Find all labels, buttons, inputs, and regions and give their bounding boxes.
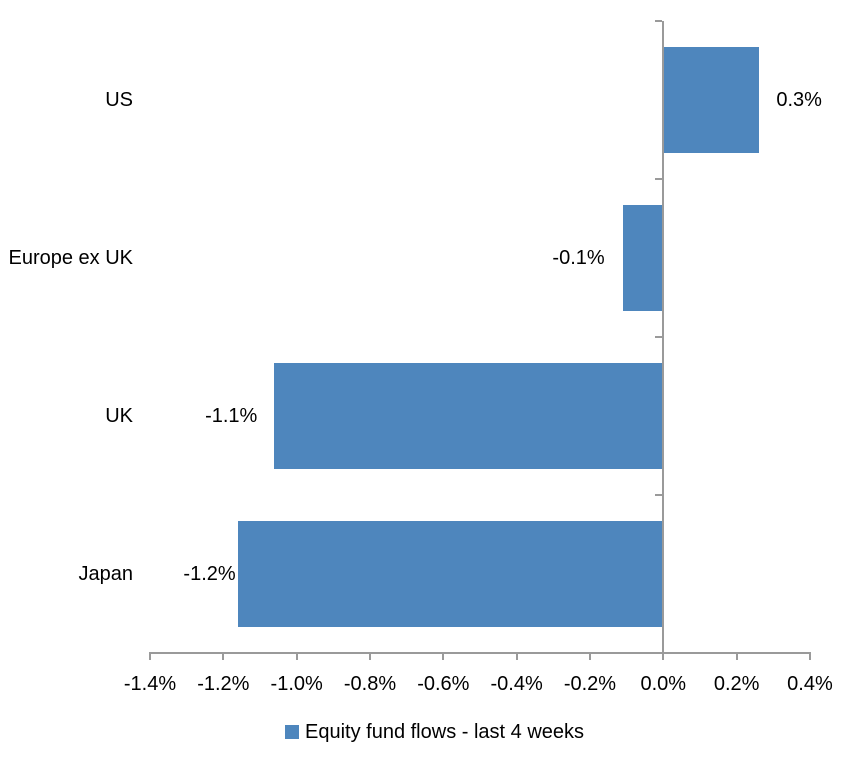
- bar-europe-ex-uk[interactable]: [622, 205, 663, 311]
- value-label-europe-ex-uk: -0.1%: [552, 247, 605, 269]
- x-tick-label: -1.4%: [123, 673, 177, 695]
- value-label-uk: -1.1%: [205, 405, 258, 427]
- x-axis-tick: [515, 652, 518, 660]
- legend-label: Equity fund flows - last 4 weeks: [305, 721, 585, 743]
- bar-japan[interactable]: [237, 521, 663, 627]
- y-axis-tick: [655, 20, 662, 22]
- y-axis-tick: [655, 494, 662, 496]
- y-axis-tick: [655, 178, 662, 180]
- x-axis-tick: [442, 652, 445, 660]
- x-tick-label: -0.2%: [563, 673, 617, 695]
- x-axis-tick: [295, 652, 298, 660]
- x-axis-tick: [735, 652, 738, 660]
- x-axis-tick: [368, 652, 371, 660]
- x-tick-label: -0.8%: [343, 673, 397, 695]
- category-label-japan: Japan: [78, 563, 134, 585]
- x-tick-label: -1.0%: [270, 673, 323, 695]
- x-axis-tick: [808, 652, 811, 660]
- bar-us[interactable]: [664, 47, 760, 153]
- bar-uk[interactable]: [274, 363, 663, 469]
- x-tick-label: 0.0%: [640, 673, 687, 695]
- x-axis-tick: [222, 652, 225, 660]
- x-tick-label: 0.2%: [713, 673, 760, 695]
- x-axis-tick: [662, 652, 665, 660]
- legend-swatch-icon: [285, 725, 299, 739]
- category-label-us: US: [105, 89, 133, 111]
- x-tick-label: -0.6%: [417, 673, 470, 695]
- y-axis-tick: [655, 336, 662, 338]
- value-label-japan: -1.2%: [183, 563, 236, 585]
- x-axis-tick: [149, 652, 151, 660]
- category-label-europe-ex-uk: Europe ex UK: [8, 247, 133, 269]
- category-label-uk: UK: [105, 405, 133, 427]
- x-tick-label: -0.4%: [490, 673, 543, 695]
- x-axis-line: [149, 652, 811, 654]
- x-tick-label: -1.2%: [197, 673, 250, 695]
- value-label-us: 0.3%: [776, 89, 822, 111]
- x-tick-label: 0.4%: [787, 673, 833, 695]
- zero-axis-line: [662, 21, 664, 660]
- x-axis-tick: [588, 652, 591, 660]
